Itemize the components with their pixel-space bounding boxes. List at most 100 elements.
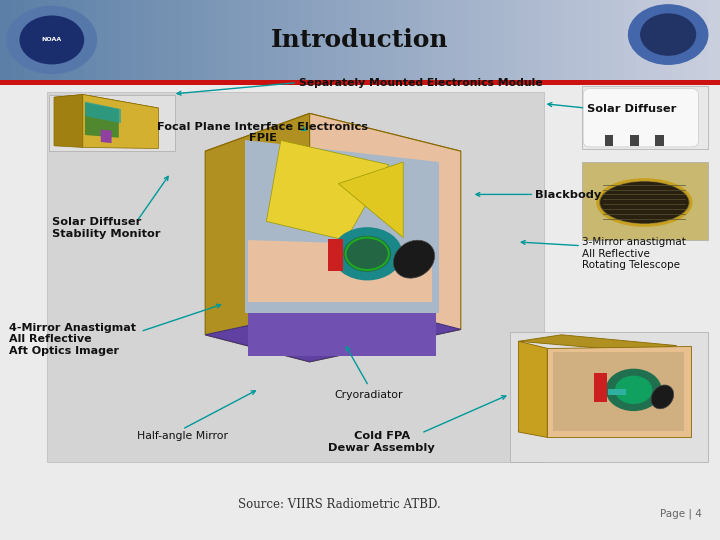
Bar — [630, 135, 639, 146]
Bar — [49, 94, 175, 151]
Bar — [708, 0, 720, 80]
Bar — [0, 80, 720, 85]
Bar — [492, 0, 504, 80]
Bar — [408, 0, 420, 80]
Polygon shape — [518, 341, 547, 437]
Bar — [612, 0, 624, 80]
Bar — [12, 0, 24, 80]
Bar — [672, 0, 684, 80]
Text: NOAA: NOAA — [42, 37, 62, 43]
Bar — [540, 0, 552, 80]
Bar — [47, 92, 544, 462]
Bar — [204, 0, 216, 80]
Text: Solar Diffuser
Stability Monitor: Solar Diffuser Stability Monitor — [52, 217, 161, 239]
Bar — [264, 0, 276, 80]
Bar — [372, 0, 384, 80]
Bar — [228, 0, 240, 80]
Polygon shape — [205, 113, 310, 362]
Text: 4-Mirror Anastigmat
All Reflective
Aft Optics Imager: 4-Mirror Anastigmat All Reflective Aft O… — [9, 322, 136, 356]
Circle shape — [7, 6, 96, 73]
Bar — [468, 0, 480, 80]
Text: Blackbody: Blackbody — [535, 191, 601, 200]
Bar — [696, 0, 708, 80]
Bar — [552, 0, 564, 80]
Bar — [624, 0, 636, 80]
Polygon shape — [518, 335, 677, 351]
Bar — [588, 0, 600, 80]
Bar — [192, 0, 204, 80]
Bar — [336, 0, 348, 80]
Ellipse shape — [599, 181, 690, 224]
Bar — [600, 0, 612, 80]
Bar — [48, 0, 60, 80]
Polygon shape — [54, 94, 158, 111]
Bar — [384, 0, 396, 80]
Polygon shape — [205, 113, 461, 189]
Polygon shape — [85, 103, 119, 138]
Polygon shape — [83, 94, 158, 149]
Bar — [60, 0, 72, 80]
Bar — [582, 162, 708, 240]
Bar — [96, 0, 108, 80]
Polygon shape — [248, 240, 432, 302]
Bar — [648, 0, 660, 80]
Circle shape — [629, 5, 708, 64]
Bar — [144, 0, 156, 80]
Text: Solar Diffuser: Solar Diffuser — [587, 104, 676, 114]
Polygon shape — [85, 102, 121, 123]
Bar — [0, 0, 12, 80]
Circle shape — [641, 14, 696, 55]
Bar — [0, 85, 720, 540]
Bar — [636, 0, 648, 80]
Text: Cold FPA
Dewar Assembly: Cold FPA Dewar Assembly — [328, 431, 435, 453]
Polygon shape — [205, 302, 461, 362]
Bar — [300, 0, 312, 80]
Bar — [660, 0, 672, 80]
Bar — [288, 0, 300, 80]
Bar — [36, 0, 48, 80]
Bar — [432, 0, 444, 80]
Bar — [576, 0, 588, 80]
Text: Half-angle Mirror: Half-angle Mirror — [137, 431, 228, 441]
Bar — [108, 0, 120, 80]
Polygon shape — [101, 130, 112, 143]
Bar — [594, 373, 607, 402]
Circle shape — [344, 237, 390, 271]
Text: Page | 4: Page | 4 — [660, 509, 702, 519]
Circle shape — [616, 376, 652, 403]
Bar — [312, 0, 324, 80]
Polygon shape — [310, 113, 461, 362]
Bar — [528, 0, 540, 80]
Text: Introduction: Introduction — [271, 28, 449, 52]
Bar — [248, 313, 436, 356]
Bar — [396, 0, 408, 80]
Polygon shape — [266, 140, 389, 240]
Circle shape — [333, 228, 402, 280]
Bar — [444, 0, 456, 80]
Text: 3-Mirror anastigmat
All Reflective
Rotating Telescope: 3-Mirror anastigmat All Reflective Rotat… — [582, 237, 685, 271]
Bar — [504, 0, 516, 80]
Polygon shape — [547, 346, 691, 437]
Polygon shape — [54, 94, 83, 147]
Bar — [360, 0, 372, 80]
Circle shape — [606, 369, 661, 410]
Text: Cryoradiator: Cryoradiator — [334, 390, 403, 400]
Bar — [120, 0, 132, 80]
FancyBboxPatch shape — [583, 89, 698, 147]
Polygon shape — [553, 352, 684, 431]
Bar — [348, 0, 360, 80]
Bar — [168, 0, 180, 80]
Bar — [216, 0, 228, 80]
Bar — [655, 135, 664, 146]
Bar — [510, 332, 708, 462]
Bar — [480, 0, 492, 80]
Bar — [324, 0, 336, 80]
Bar — [180, 0, 192, 80]
Bar — [328, 239, 343, 271]
Polygon shape — [338, 162, 403, 238]
Bar — [516, 0, 528, 80]
Bar — [564, 0, 576, 80]
Text: Separately Mounted Electronics Module: Separately Mounted Electronics Module — [299, 78, 542, 87]
Bar — [276, 0, 288, 80]
Circle shape — [20, 16, 84, 64]
